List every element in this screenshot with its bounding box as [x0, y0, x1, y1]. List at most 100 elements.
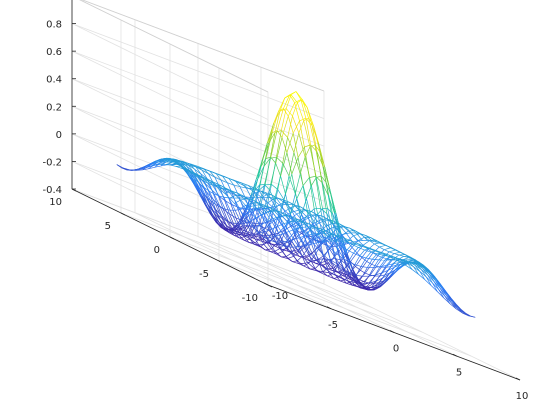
y-tick-label: 5 — [105, 221, 111, 232]
y-tick — [218, 260, 224, 264]
y-tick-label: 0 — [154, 245, 160, 256]
mesh-segment — [347, 280, 353, 286]
mesh-segment — [282, 137, 288, 164]
mesh-segment — [268, 237, 274, 243]
mesh-segment — [258, 232, 265, 238]
mesh-segment — [148, 166, 155, 170]
mesh-segment — [292, 261, 299, 264]
mesh-segment — [340, 248, 346, 256]
mesh-segment — [141, 167, 147, 170]
mesh-segment — [296, 220, 302, 228]
mesh-segment — [256, 208, 262, 215]
mesh-segment — [356, 279, 363, 288]
mesh-segment — [356, 274, 363, 277]
mesh-segment — [344, 273, 351, 281]
mesh-segment — [376, 272, 382, 282]
mesh-segment — [292, 211, 298, 222]
mesh-segment — [343, 226, 349, 232]
mesh-segment — [228, 178, 236, 181]
mesh-segment — [290, 193, 296, 214]
mesh-segment — [189, 173, 197, 185]
mesh-segment — [425, 276, 432, 286]
mesh-segment — [276, 233, 283, 237]
mesh-segment — [237, 206, 244, 210]
mesh-segment — [211, 189, 219, 196]
mesh-segment — [271, 225, 278, 230]
z-tick-label: -0.2 — [42, 157, 62, 168]
z-tick-label: 1 — [56, 0, 62, 3]
grid-line — [71, 105, 269, 203]
mesh-segment — [287, 240, 293, 248]
mesh-segment — [265, 249, 271, 252]
mesh-segment — [235, 195, 241, 201]
mesh-segment — [283, 227, 290, 239]
mesh-segment — [269, 163, 277, 190]
mesh-segment — [265, 212, 273, 223]
mesh-segment — [272, 130, 278, 133]
mesh-segment — [273, 220, 280, 236]
mesh-segment — [325, 237, 331, 261]
mesh-segment — [295, 91, 302, 100]
mesh-segment — [263, 158, 271, 167]
mesh-segment — [293, 250, 299, 255]
mesh-segment — [379, 246, 385, 250]
mesh-segment — [252, 235, 260, 246]
mesh-segment — [295, 227, 302, 230]
mesh-segment — [261, 235, 267, 243]
mesh-segment — [246, 198, 253, 204]
mesh-segment — [271, 218, 278, 223]
mesh-segment — [302, 177, 310, 186]
mesh-segment — [220, 206, 226, 210]
grid-line — [120, 212, 374, 309]
mesh-segment — [314, 226, 321, 230]
mesh-segment — [151, 164, 157, 167]
mesh-segment — [400, 259, 407, 266]
mesh-segment — [362, 240, 370, 246]
mesh-segment — [294, 226, 300, 233]
mesh-segment — [307, 226, 314, 235]
mesh-segment — [309, 223, 315, 228]
mesh-segment — [285, 256, 293, 262]
mesh-segment — [468, 315, 476, 318]
mesh-segment — [220, 207, 228, 222]
mesh-segment — [306, 239, 314, 246]
mesh-segment — [358, 240, 364, 246]
mesh-segment — [281, 130, 288, 138]
mesh-segment — [259, 158, 267, 185]
mesh-segment — [331, 234, 339, 237]
mesh-segment — [309, 250, 315, 257]
mesh-segment — [438, 289, 445, 299]
x-tick — [515, 377, 521, 381]
mesh-segment — [414, 264, 422, 270]
mesh-segment — [272, 218, 279, 227]
mesh-segment — [362, 267, 368, 277]
mesh-segment — [308, 263, 316, 270]
mesh-segment — [304, 144, 311, 148]
mesh-segment — [258, 190, 266, 193]
mesh-segment — [194, 168, 202, 175]
mesh-segment — [336, 257, 343, 267]
mesh-segment — [393, 258, 400, 263]
mesh-segment — [353, 233, 360, 237]
mesh-segment — [349, 273, 357, 276]
mesh-segment — [388, 267, 395, 275]
mesh-segment — [462, 312, 470, 317]
mesh-segment — [255, 218, 261, 226]
mesh-segment — [262, 226, 268, 231]
mesh-segment — [350, 240, 356, 245]
mesh-segment — [344, 279, 352, 283]
mesh-segment — [209, 181, 217, 184]
mesh-segment — [334, 237, 340, 242]
mesh-segment — [291, 157, 299, 175]
mesh-segment — [273, 220, 279, 234]
mesh-segment — [443, 297, 451, 305]
mesh-segment — [346, 235, 354, 242]
mesh-segment — [418, 274, 426, 280]
mesh-segment — [306, 198, 314, 224]
mesh-segment — [363, 282, 371, 284]
mesh-segment — [370, 237, 376, 241]
mesh-segment — [297, 256, 303, 262]
mesh-segment — [303, 263, 309, 267]
mesh-segment — [208, 201, 216, 210]
mesh-segment — [295, 240, 302, 248]
